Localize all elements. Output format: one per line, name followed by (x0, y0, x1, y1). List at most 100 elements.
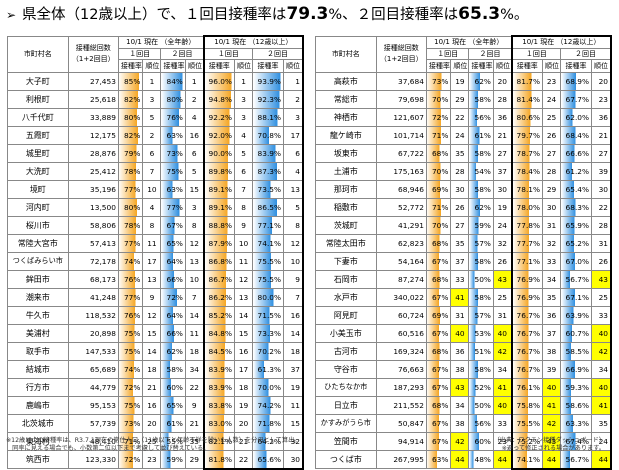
municipality-name: 牛久市 (7, 305, 69, 325)
rank-dose1-12plus: 8 (234, 197, 254, 217)
rank-dose2-all: 26 (492, 251, 513, 271)
rank-dose2-all: 6 (184, 143, 205, 163)
rate-dose2-12plus: 61.2% (560, 161, 593, 181)
rate-dose2-12plus: 74.1% (252, 233, 285, 253)
rate-dose2-all: 67% (160, 215, 186, 235)
rank-dose2-12plus: 43 (591, 269, 613, 289)
rate-dose1-12plus: 90.0% (202, 143, 236, 163)
municipality-name: 笠間市 (315, 431, 377, 451)
rate-dose2-all: 66% (160, 269, 186, 289)
total-doses: 35,196 (67, 179, 119, 199)
rank-dose1-all: 33 (450, 269, 470, 289)
rank-dose2-all: 24 (492, 215, 513, 235)
rank-dose1-all: 25 (142, 431, 162, 451)
table-row: 稲敷市 52,772 71% 26 62% 19 78.0% 30 68.3% 22 (315, 197, 613, 217)
header-rank: 順位 (283, 59, 305, 73)
rank-dose1-12plus: 34 (542, 269, 562, 289)
rate-dose1-12plus: 92.2% (202, 107, 236, 127)
rate-dose1-12plus: 77.7% (510, 233, 544, 253)
rank-dose2-all: 42 (492, 341, 513, 361)
rank-dose2-12plus: 11 (283, 395, 305, 415)
municipality-name: 阿見町 (315, 305, 377, 325)
rank-dose1-12plus: 29 (542, 179, 562, 199)
rate-dose1-all: 72% (117, 449, 144, 469)
total-doses: 76,663 (375, 359, 427, 379)
rate-dose1-all: 74% (117, 251, 144, 271)
header-rank: 順位 (591, 59, 613, 73)
rank-dose1-12plus: 14 (234, 305, 254, 325)
rate-dose1-all: 76% (117, 305, 144, 325)
table-row: 日立市 211,552 68% 34 50% 40 75.8% 41 58.6% 41 (315, 395, 613, 415)
rank-dose1-all: 35 (450, 143, 470, 163)
rank-dose1-all: 30 (450, 179, 470, 199)
rank-dose2-12plus: 10 (283, 251, 305, 271)
rank-dose1-12plus: 42 (542, 413, 562, 433)
rate-dose2-12plus: 74.2% (252, 395, 285, 415)
rank-dose1-12plus: 10 (234, 233, 254, 253)
total-doses: 68,946 (375, 179, 427, 199)
total-doses: 41,248 (67, 287, 119, 307)
rate-dose1-all: 72% (425, 107, 452, 127)
rate-dose2-12plus: 73.3% (252, 323, 285, 343)
rate-dose1-12plus: 83.0% (202, 413, 236, 433)
rank-dose1-all: 41 (450, 287, 470, 307)
rate-dose1-all: 71% (117, 431, 144, 451)
rate-dose1-12plus: 75.2% (510, 431, 544, 451)
rate-dose2-all: 50% (468, 395, 494, 415)
rate-dose2-12plus: 56.7% (560, 269, 593, 289)
rate-dose2-all: 65% (160, 233, 186, 253)
rank-dose2-all: 16 (184, 125, 205, 145)
rate-dose2-12plus: 59.3% (560, 377, 593, 397)
municipality-name: 桜川市 (7, 215, 69, 235)
rank-dose2-12plus: 37 (283, 359, 305, 379)
total-doses: 20,898 (67, 323, 119, 343)
rate-dose1-12plus: 76.9% (510, 269, 544, 289)
rank-dose1-all: 5 (142, 107, 162, 127)
source-note: （出典：ワクチン接種ダッシュボード） (493, 437, 605, 444)
rate-dose2-all: 50% (468, 269, 494, 289)
rank-dose2-all: 30 (492, 179, 513, 199)
municipality-name: 守谷市 (315, 359, 377, 379)
rank-dose1-all: 2 (142, 125, 162, 145)
rank-dose1-all: 43 (450, 377, 470, 397)
table-row: 古河市 169,324 68% 36 51% 42 76.7% 38 58.5% 42 (315, 341, 613, 361)
rank-dose1-all: 36 (450, 341, 470, 361)
municipality-name: 東海村 (7, 431, 69, 451)
rank-dose1-all: 35 (450, 233, 470, 253)
total-doses: 13,500 (67, 197, 119, 217)
total-doses: 187,293 (375, 377, 427, 397)
header-rank: 順位 (450, 59, 470, 73)
rank-dose1-12plus: 37 (542, 323, 562, 343)
municipality-name: かすみがうら市 (315, 413, 377, 433)
table-row: 鉾田市 68,173 76% 13 66% 10 86.7% 12 75.5% 9 (7, 269, 305, 289)
rank-dose1-12plus: 15 (234, 323, 254, 343)
total-doses: 175,163 (375, 161, 427, 181)
rank-dose2-all: 5 (184, 161, 205, 181)
rate-dose2-all: 48% (468, 449, 494, 469)
rate-dose2-12plus: 70.2% (252, 341, 285, 361)
rate-dose2-all: 72% (160, 287, 186, 307)
rate-dose2-12plus: 66.9% (560, 359, 593, 379)
rank-dose1-all: 42 (450, 431, 470, 451)
municipality-name: 鹿嶋市 (7, 395, 69, 415)
rate-dose2-12plus: 68.3% (560, 197, 593, 217)
rank-dose1-12plus: 40 (542, 377, 562, 397)
rate-dose2-12plus: 70.8% (252, 125, 285, 145)
rank-dose2-all: 9 (184, 395, 205, 415)
municipality-name: 潮来市 (7, 287, 69, 307)
rank-dose2-all: 7 (184, 287, 205, 307)
rank-dose2-all: 15 (184, 179, 205, 199)
rate-dose1-12plus: 84.8% (202, 323, 236, 343)
total-doses: 58,806 (67, 215, 119, 235)
rank-dose2-12plus: 30 (283, 449, 305, 470)
rank-dose2-all: 40 (492, 323, 513, 343)
municipality-name: 日立市 (315, 395, 377, 415)
municipality-name: 土浦市 (315, 161, 377, 181)
rank-dose1-all: 10 (142, 179, 162, 199)
rank-dose2-all: 19 (492, 197, 513, 217)
rank-dose1-12plus: 30 (542, 197, 562, 217)
rank-dose1-12plus: 21 (234, 431, 254, 451)
municipality-name: 美浦村 (7, 323, 69, 343)
rate-dose2-12plus: 75.5% (252, 251, 285, 271)
rank-dose2-12plus: 19 (283, 377, 305, 397)
